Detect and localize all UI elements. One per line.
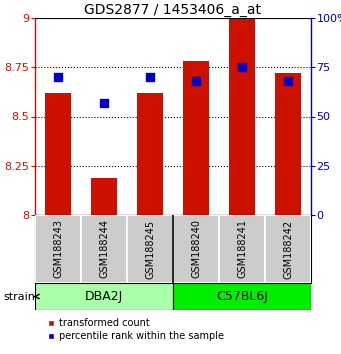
Bar <box>229 18 255 215</box>
Bar <box>137 93 163 215</box>
Bar <box>173 215 219 283</box>
Point <box>193 78 199 84</box>
Point <box>285 78 291 84</box>
Bar <box>173 283 311 310</box>
Title: GDS2877 / 1453406_a_at: GDS2877 / 1453406_a_at <box>85 3 262 17</box>
Bar <box>183 61 209 215</box>
Bar <box>275 73 301 215</box>
Text: GSM188244: GSM188244 <box>99 219 109 279</box>
Point <box>147 74 153 80</box>
Point <box>55 74 61 80</box>
Text: GSM188240: GSM188240 <box>191 219 201 279</box>
Text: DBA2J: DBA2J <box>85 290 123 303</box>
Text: GSM188243: GSM188243 <box>53 219 63 279</box>
Bar <box>81 215 127 283</box>
Point <box>101 100 107 105</box>
Bar <box>91 178 117 215</box>
Bar <box>45 93 71 215</box>
Legend: transformed count, percentile rank within the sample: transformed count, percentile rank withi… <box>46 318 224 341</box>
Bar <box>127 215 173 283</box>
Bar <box>35 215 81 283</box>
Bar <box>265 215 311 283</box>
Point <box>239 64 245 70</box>
Text: GSM188245: GSM188245 <box>145 219 155 279</box>
Text: GSM188241: GSM188241 <box>237 219 247 279</box>
Text: C57BL6J: C57BL6J <box>216 290 268 303</box>
Text: strain: strain <box>3 291 35 302</box>
Bar <box>219 215 265 283</box>
Bar <box>35 283 173 310</box>
Text: GSM188242: GSM188242 <box>283 219 293 279</box>
